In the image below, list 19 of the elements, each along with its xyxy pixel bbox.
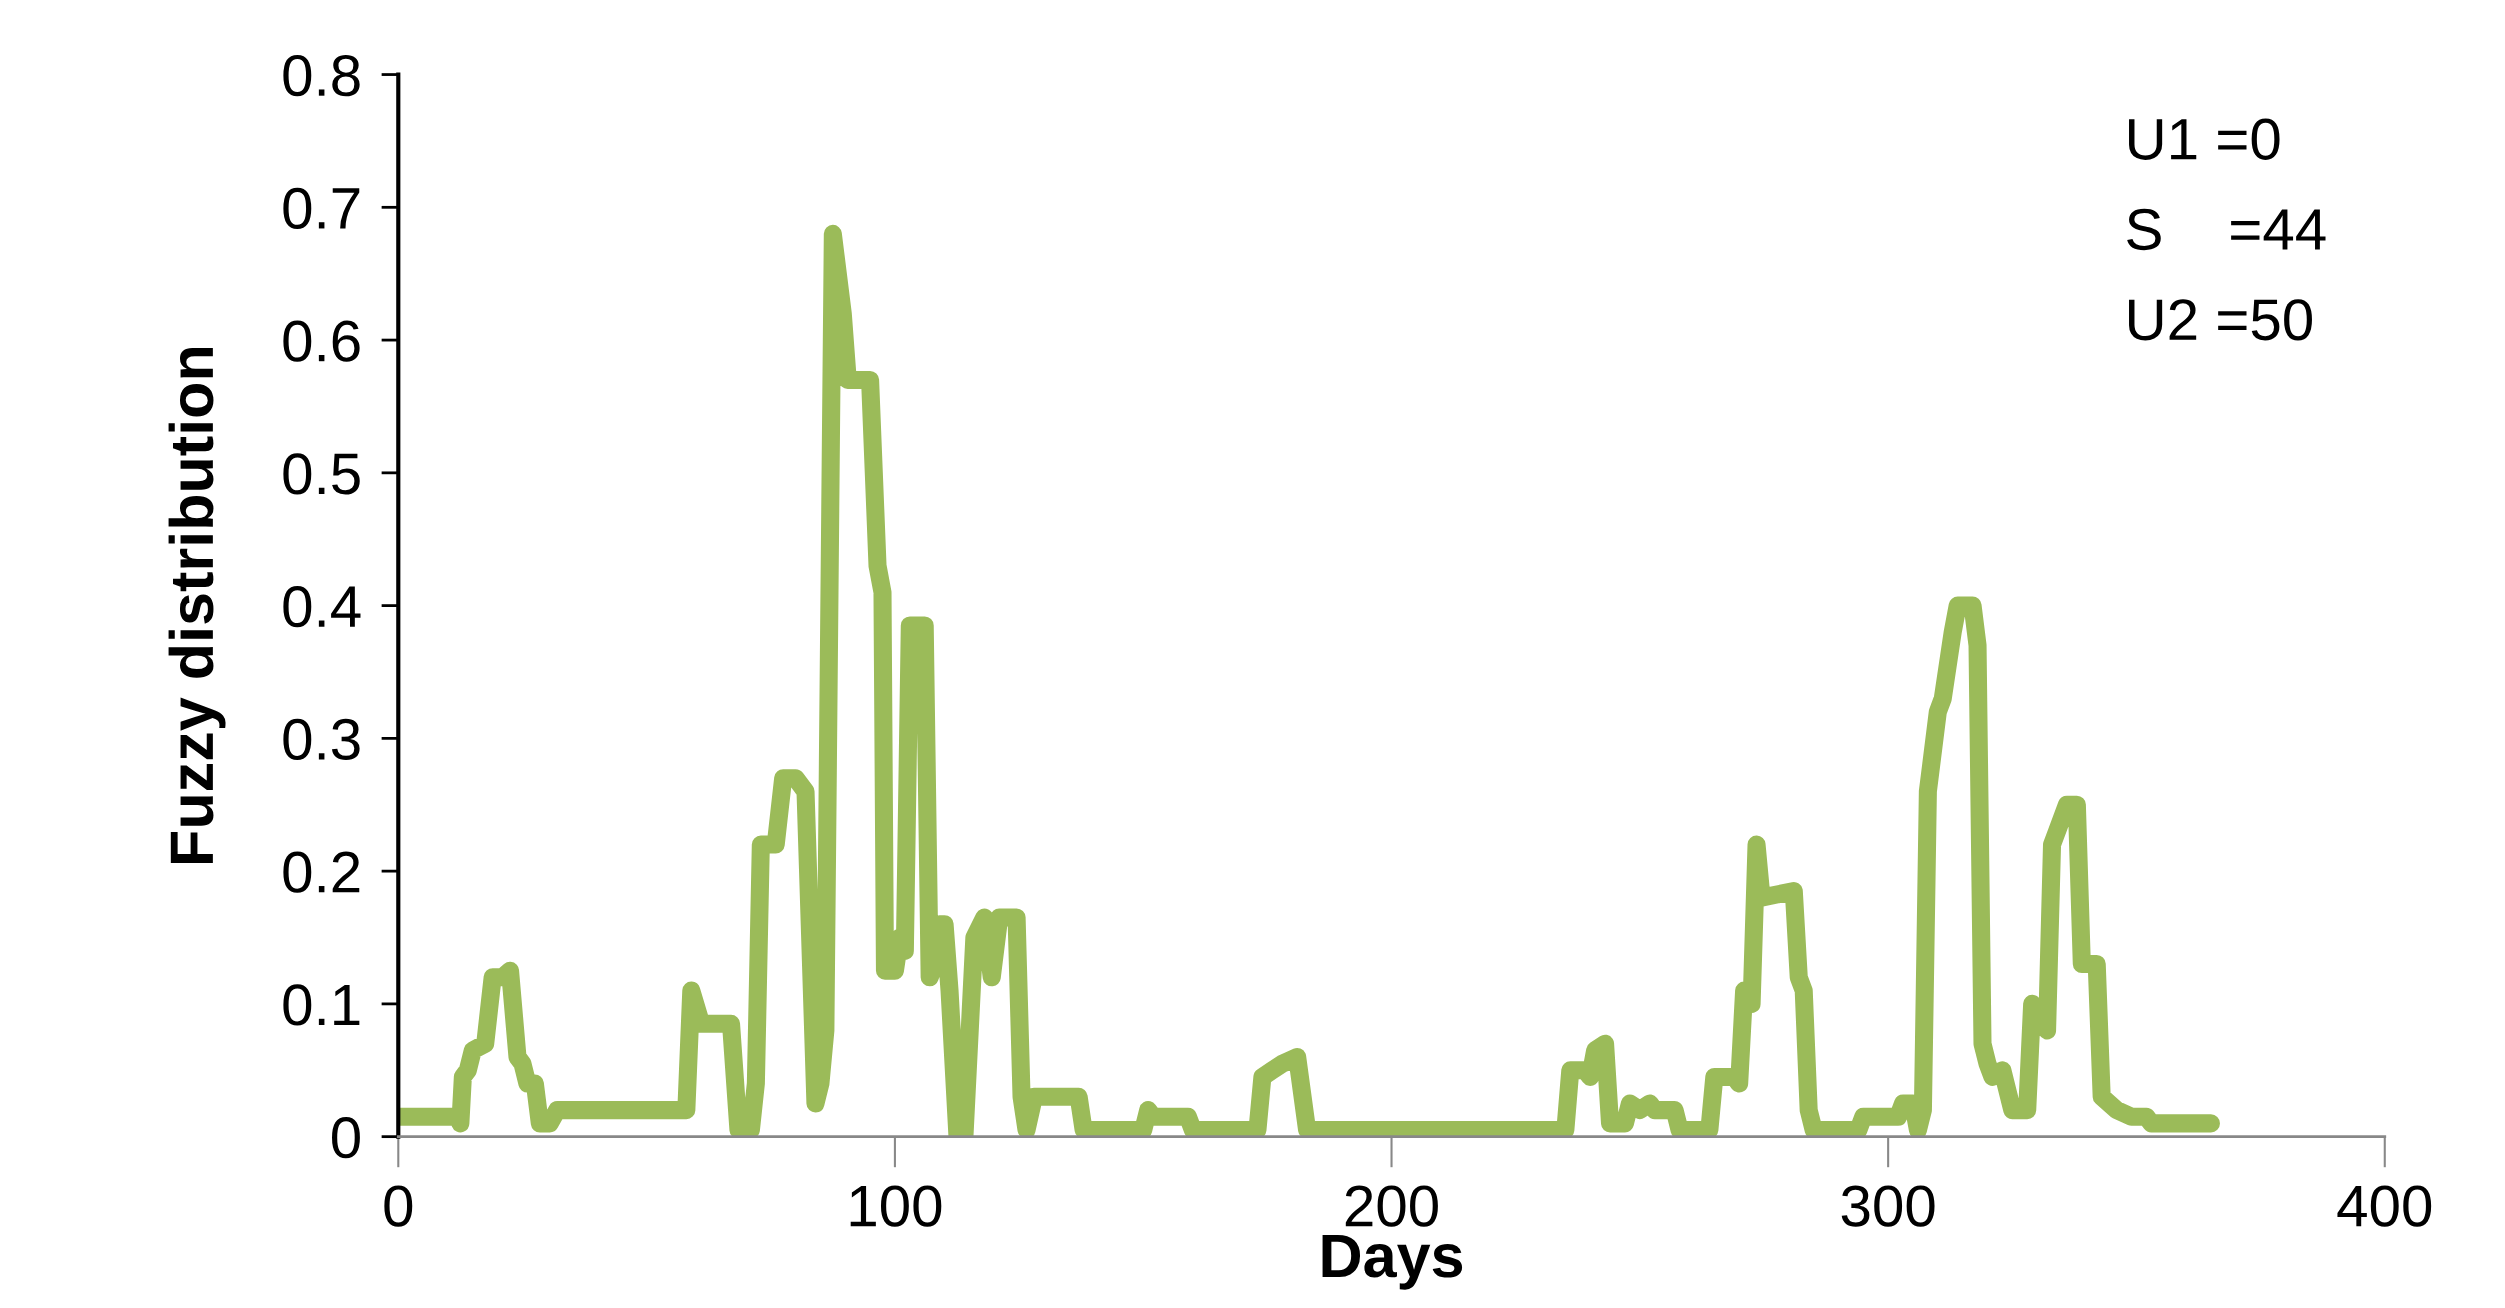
y-tick-label: 0.6 bbox=[283, 320, 360, 362]
y-axis-title: Fuzzy distribution bbox=[168, 347, 226, 863]
x-axis-title: Days bbox=[1322, 1234, 1463, 1290]
x-tick-label: 100 bbox=[850, 1185, 942, 1227]
y-tick-label: 0.4 bbox=[283, 586, 361, 628]
y-tick-label: 0.3 bbox=[283, 718, 360, 761]
y-tick-label: 0.5 bbox=[283, 453, 360, 495]
y-tick-label: 0.2 bbox=[283, 851, 360, 893]
x-tick-label: 0 bbox=[384, 1185, 413, 1227]
x-tick-label: 400 bbox=[2337, 1185, 2432, 1227]
annotation: U1 =0 bbox=[2129, 118, 2280, 160]
y-tick-label: 0.1 bbox=[283, 984, 360, 1026]
y-tick-label: 0.8 bbox=[283, 54, 360, 97]
annotation: S =44 bbox=[2127, 208, 2326, 251]
y-tick-label: 0 bbox=[332, 1117, 360, 1159]
x-tick-label: 300 bbox=[1841, 1185, 1935, 1227]
annotation: U2 =50 bbox=[2129, 299, 2312, 341]
x-tick-label: 200 bbox=[1345, 1185, 1438, 1227]
y-tick-label: 0.7 bbox=[283, 187, 360, 230]
